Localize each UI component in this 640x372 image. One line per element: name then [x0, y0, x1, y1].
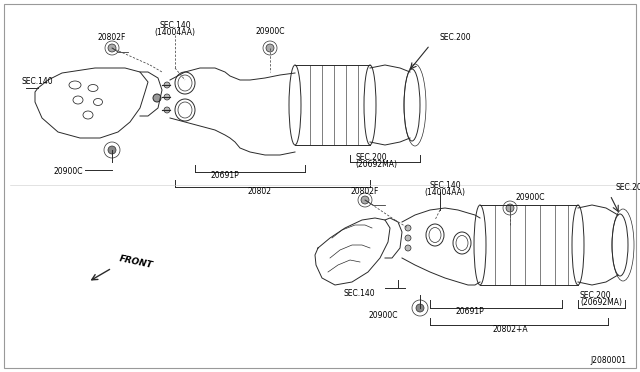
Circle shape [361, 196, 369, 204]
Text: SEC.200: SEC.200 [615, 183, 640, 192]
Text: 20900C: 20900C [255, 28, 285, 36]
Text: 20900C: 20900C [53, 167, 83, 176]
Text: 20691P: 20691P [211, 170, 239, 180]
Circle shape [506, 204, 514, 212]
Text: (14004AA): (14004AA) [154, 29, 195, 38]
Text: (20692MA): (20692MA) [355, 160, 397, 170]
Text: 20900C: 20900C [369, 311, 398, 320]
Circle shape [164, 94, 170, 100]
Circle shape [266, 44, 274, 52]
Circle shape [108, 146, 116, 154]
Text: 20802F: 20802F [351, 187, 379, 196]
Text: SEC.200: SEC.200 [580, 291, 612, 299]
Circle shape [416, 304, 424, 312]
Text: SEC.140: SEC.140 [159, 20, 191, 29]
Text: 20802: 20802 [248, 187, 272, 196]
Text: SEC.200: SEC.200 [355, 154, 387, 163]
Circle shape [405, 225, 411, 231]
Text: SEC.140: SEC.140 [344, 289, 375, 298]
Text: 20802F: 20802F [98, 33, 126, 42]
Text: FRONT: FRONT [118, 254, 154, 270]
Circle shape [153, 94, 161, 102]
Text: (14004AA): (14004AA) [424, 187, 465, 196]
Circle shape [405, 245, 411, 251]
Text: 20802+A: 20802+A [492, 326, 528, 334]
Text: SEC.200: SEC.200 [440, 33, 472, 42]
Circle shape [108, 44, 116, 52]
Text: SEC.140: SEC.140 [429, 180, 461, 189]
Text: J2080001: J2080001 [590, 356, 626, 365]
Text: (20692MA): (20692MA) [580, 298, 622, 308]
Text: 20900C: 20900C [515, 193, 545, 202]
Circle shape [164, 107, 170, 113]
Circle shape [164, 82, 170, 88]
Circle shape [405, 235, 411, 241]
Text: 20691P: 20691P [456, 308, 484, 317]
Text: SEC.140: SEC.140 [22, 77, 54, 87]
